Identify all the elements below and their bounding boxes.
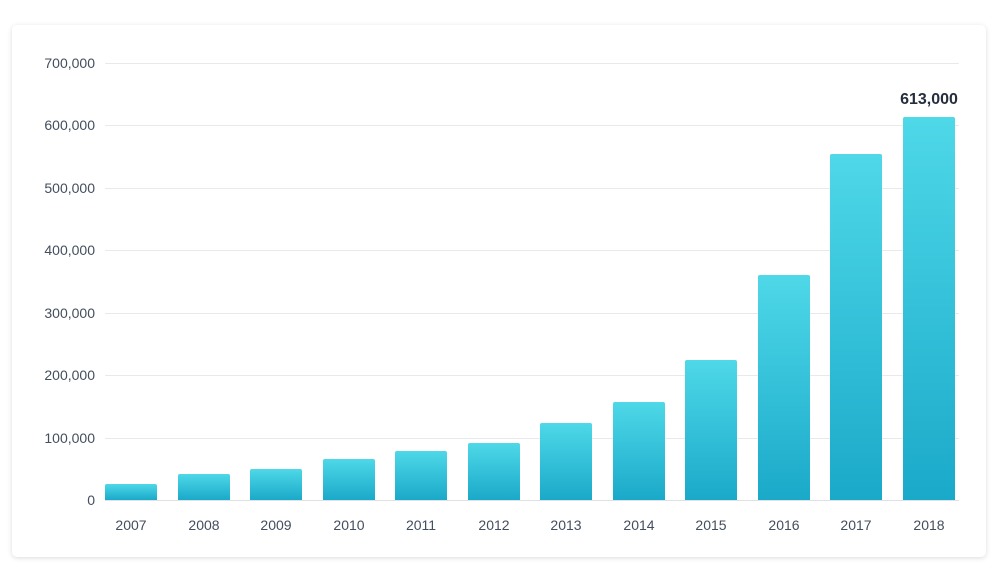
bar-2018[interactable] [903, 117, 955, 500]
x-tick-label-2016: 2016 [768, 517, 800, 533]
y-tick-label: 0 [87, 492, 95, 508]
y-tick-label: 400,000 [44, 242, 95, 258]
bar-2013[interactable] [540, 423, 592, 500]
y-tick-label: 600,000 [44, 117, 95, 133]
x-tick-label-2009: 2009 [260, 517, 292, 533]
x-tick-label-2010: 2010 [333, 517, 365, 533]
bar-2014[interactable] [613, 402, 665, 500]
x-tick-label-2012: 2012 [478, 517, 510, 533]
gridline [105, 313, 959, 314]
y-tick-label: 100,000 [44, 430, 95, 446]
bar-2008[interactable] [178, 474, 230, 500]
x-tick-label-2007: 2007 [115, 517, 147, 533]
bar-2010[interactable] [323, 459, 375, 500]
x-tick-label-2018: 2018 [913, 517, 945, 533]
x-tick-label-2017: 2017 [840, 517, 872, 533]
y-tick-label: 500,000 [44, 180, 95, 196]
x-tick-label-2015: 2015 [695, 517, 727, 533]
y-tick-label: 700,000 [44, 55, 95, 71]
bar-2009[interactable] [250, 469, 302, 500]
gridline [105, 63, 959, 64]
bar-2007[interactable] [105, 484, 157, 500]
y-tick-label: 200,000 [44, 367, 95, 383]
x-tick-label-2013: 2013 [550, 517, 582, 533]
x-tick-label-2011: 2011 [405, 517, 437, 533]
bar-2016[interactable] [758, 275, 810, 500]
x-tick-label-2008: 2008 [188, 517, 220, 533]
y-tick-label: 300,000 [44, 305, 95, 321]
gridline [105, 250, 959, 251]
bar-2012[interactable] [468, 443, 520, 500]
bar-value-label: 613,000 [900, 91, 958, 108]
bar-2011[interactable] [395, 451, 447, 500]
gridline [105, 375, 959, 376]
gridline [105, 125, 959, 126]
bar-2017[interactable] [830, 154, 882, 500]
gridline [105, 438, 959, 439]
x-tick-label-2014: 2014 [623, 517, 655, 533]
gridline [105, 500, 959, 501]
gridline [105, 188, 959, 189]
bar-2015[interactable] [685, 360, 737, 500]
